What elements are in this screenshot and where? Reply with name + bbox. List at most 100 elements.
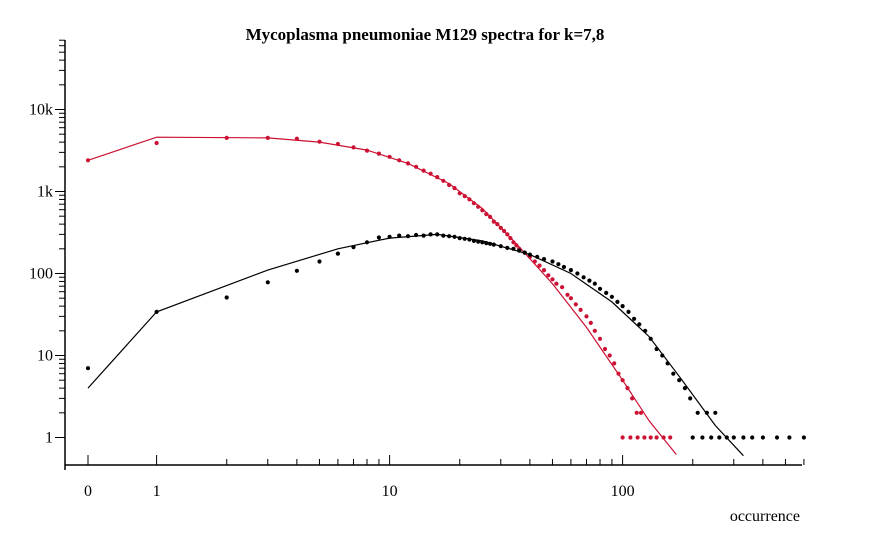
data-point (565, 292, 570, 297)
data-point (668, 435, 673, 440)
data-point (637, 322, 642, 327)
data-point (568, 268, 574, 273)
data-point (511, 246, 516, 251)
data-point (471, 201, 476, 206)
data-point (635, 435, 640, 440)
data-point (535, 254, 540, 259)
data-point (695, 410, 700, 415)
data-point (661, 435, 666, 440)
data-point (561, 264, 567, 270)
plot-area (85, 135, 807, 457)
data-point (541, 257, 547, 262)
data-point (317, 139, 322, 144)
data-point (607, 353, 612, 358)
data-point (505, 245, 510, 250)
data-point (517, 248, 522, 253)
data-point (491, 242, 496, 247)
data-point (787, 435, 792, 440)
x-axis-label: occurrence (730, 508, 800, 525)
data-point (376, 151, 381, 156)
data-point (265, 135, 270, 140)
data-point (609, 294, 615, 299)
data-point (648, 336, 653, 341)
data-point (724, 435, 729, 440)
data-point (364, 240, 370, 245)
data-point (760, 435, 766, 440)
series-red (85, 135, 677, 455)
data-point (550, 277, 555, 282)
data-point (452, 186, 457, 191)
data-point (452, 234, 457, 239)
data-point (632, 316, 637, 321)
data-point (484, 212, 489, 217)
y-tick-label: 1 (45, 430, 53, 447)
fit-line (87, 233, 744, 457)
data-point (428, 171, 433, 176)
data-point (597, 286, 603, 291)
data-point (364, 148, 370, 153)
data-point (154, 309, 159, 314)
data-point (620, 378, 625, 383)
x-tick-label: 1 (153, 483, 161, 500)
data-point (491, 219, 496, 224)
data-point (457, 191, 462, 196)
data-point (592, 328, 597, 333)
data-point (397, 158, 402, 163)
data-point (471, 238, 476, 243)
data-point (709, 435, 714, 440)
data-point (575, 271, 580, 276)
y-axis: 1 10 100 1k 10k (29, 39, 66, 470)
data-point (351, 145, 356, 150)
data-point (522, 250, 527, 255)
data-point (85, 158, 91, 163)
data-point (541, 268, 547, 273)
data-point (682, 386, 688, 391)
data-point (620, 304, 625, 309)
data-point (654, 346, 659, 352)
data-point (630, 396, 635, 401)
data-point (462, 194, 467, 199)
data-point (597, 336, 603, 341)
data-point (527, 252, 533, 257)
data-point (750, 435, 755, 440)
data-point (294, 136, 299, 141)
data-point (317, 259, 322, 264)
x-tick-label: 10 (382, 483, 398, 500)
data-point (604, 290, 609, 295)
y-tick-label: 10 (37, 348, 53, 365)
data-point (654, 435, 659, 440)
data-point (476, 204, 481, 209)
data-point (397, 233, 402, 238)
data-point (476, 239, 481, 244)
data-point (265, 280, 270, 285)
data-point (480, 240, 485, 245)
data-point (660, 353, 665, 358)
data-point (502, 228, 507, 234)
data-point (550, 259, 555, 264)
data-point (677, 378, 682, 383)
y-tick-label: 100 (29, 266, 53, 283)
data-point (457, 236, 462, 241)
data-point (628, 435, 633, 440)
y-tick-label: 10k (29, 102, 53, 119)
data-point (480, 208, 485, 213)
data-point (428, 232, 433, 237)
data-point (376, 235, 381, 240)
data-point (690, 435, 695, 440)
data-point (587, 278, 592, 283)
data-point (532, 259, 537, 264)
data-point (351, 245, 356, 250)
data-point (435, 175, 440, 180)
data-point (774, 435, 780, 440)
data-point (414, 164, 419, 169)
data-point (638, 410, 644, 415)
data-point (671, 371, 676, 376)
x-tick-label: 0 (84, 483, 92, 500)
data-point (615, 299, 620, 304)
data-point (634, 410, 639, 415)
data-point (421, 168, 426, 173)
data-point (498, 225, 503, 230)
data-point (435, 232, 440, 237)
data-point (741, 435, 746, 440)
data-point (573, 302, 578, 307)
